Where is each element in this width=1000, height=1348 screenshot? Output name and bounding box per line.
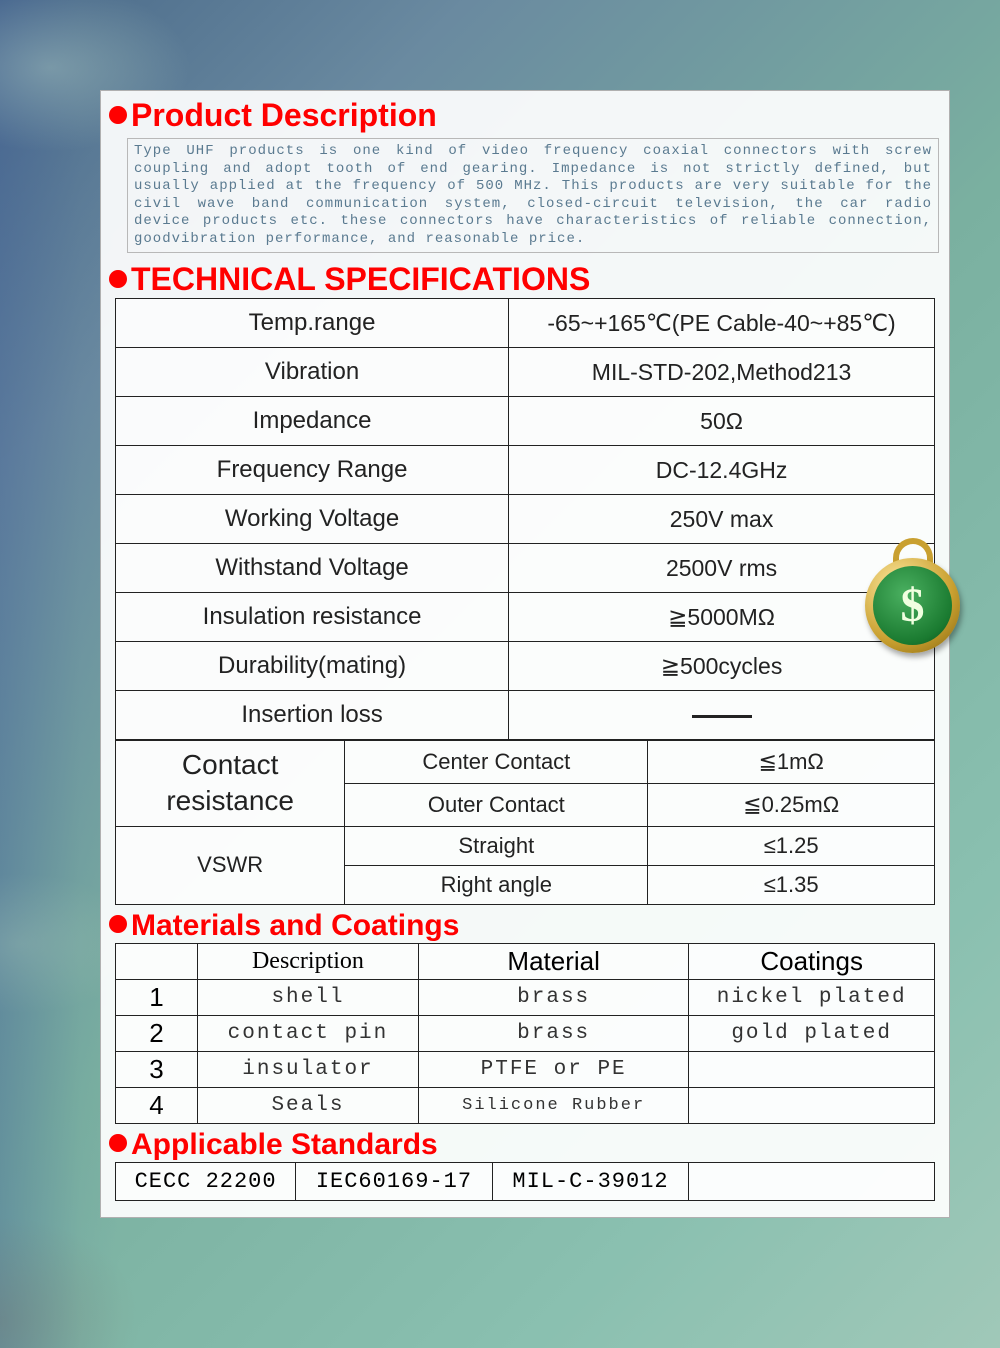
heading-text: Product Description: [131, 97, 437, 133]
mat-header-num: [116, 943, 198, 979]
product-description-text: Type UHF products is one kind of video f…: [127, 138, 939, 253]
bullet-icon: [109, 270, 127, 288]
mat-row: 4 Seals Silicone Rubber: [116, 1087, 935, 1123]
vswr-label: VSWR: [116, 826, 345, 904]
contact-outer-v: ≦0.25mΩ: [648, 783, 935, 826]
vswr-angle-k: Right angle: [345, 865, 648, 904]
mat-header-desc: Description: [197, 943, 418, 979]
vswr-straight-k: Straight: [345, 826, 648, 865]
heading-product: Product Description: [109, 97, 941, 134]
contact-label: Contactresistance: [116, 741, 345, 827]
spec-row: VibrationMIL-STD-202,Method213: [116, 348, 935, 397]
heading-text: Materials and Coatings: [131, 909, 459, 942]
spec-row: Insulation resistance≧5000MΩ: [116, 593, 935, 642]
contact-outer-k: Outer Contact: [345, 783, 648, 826]
mat-row: 1 shell brass nickel plated: [116, 979, 935, 1015]
spec-row: Insertion loss: [116, 691, 935, 740]
spec-row: Durability(mating)≧500cycles: [116, 642, 935, 691]
tech-spec-table: Temp.range-65~+165℃(PE Cable-40~+85℃) Vi…: [115, 298, 935, 740]
vswr-straight-v: ≤1.25: [648, 826, 935, 865]
spec-row: Withstand Voltage2500V rms: [116, 544, 935, 593]
heading-text: TECHNICAL SPECIFICATIONS: [131, 261, 590, 297]
spec-row: Temp.range-65~+165℃(PE Cable-40~+85℃): [116, 299, 935, 348]
heading-tech: TECHNICAL SPECIFICATIONS: [109, 261, 941, 298]
bullet-icon: [109, 106, 127, 124]
contact-resistance-table: Contactresistance Center Contact ≦1mΩ Ou…: [115, 740, 935, 905]
spec-row: Working Voltage250V max: [116, 495, 935, 544]
std-cell: MIL-C-39012: [492, 1162, 689, 1200]
content-sheet: Product Description Type UHF products is…: [100, 90, 950, 1218]
std-cell: CECC 22200: [116, 1162, 296, 1200]
standards-table: CECC 22200 IEC60169-17 MIL-C-39012: [115, 1162, 935, 1201]
bullet-icon: [109, 915, 127, 933]
contact-center-k: Center Contact: [345, 741, 648, 784]
spec-row: Frequency RangeDC-12.4GHz: [116, 446, 935, 495]
materials-table: Description Material Coatings 1 shell br…: [115, 943, 935, 1124]
mat-header-coating: Coatings: [689, 943, 935, 979]
heading-materials: Materials and Coatings: [109, 909, 941, 943]
bullet-icon: [109, 1134, 127, 1152]
vswr-angle-v: ≤1.35: [648, 865, 935, 904]
spec-row: Impedance50Ω: [116, 397, 935, 446]
mat-header-material: Material: [419, 943, 689, 979]
std-cell: IEC60169-17: [296, 1162, 493, 1200]
insertion-loss-dash: [509, 691, 935, 740]
heading-standards: Applicable Standards: [109, 1128, 941, 1162]
heading-text: Applicable Standards: [131, 1128, 438, 1161]
mat-row: 2 contact pin brass gold plated: [116, 1015, 935, 1051]
mat-row: 3 insulator PTFE or PE: [116, 1051, 935, 1087]
std-cell: [689, 1162, 935, 1200]
contact-center-v: ≦1mΩ: [648, 741, 935, 784]
